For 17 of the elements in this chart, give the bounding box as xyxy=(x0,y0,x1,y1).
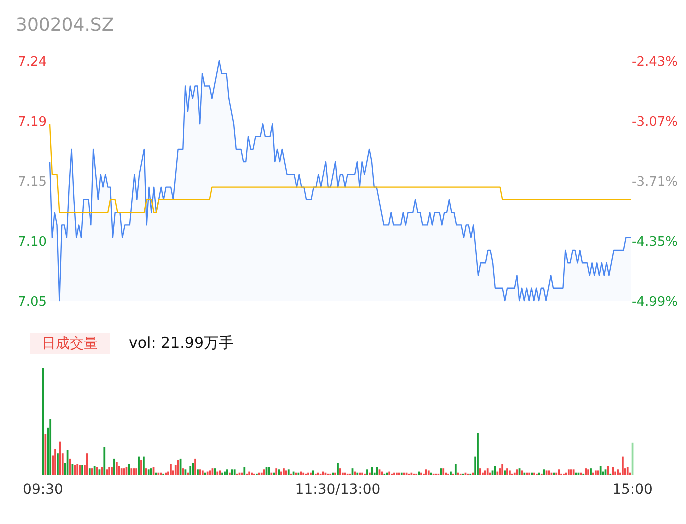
x-tick-label: 11:30/13:00 xyxy=(295,482,381,498)
y-tick-label: 7.15 xyxy=(18,175,47,190)
y2-tick-label: -3.71% xyxy=(632,175,678,190)
y2-tick-label: -2.43% xyxy=(632,55,678,70)
y-tick-label: 7.19 xyxy=(18,115,47,130)
y-tick-label: 7.10 xyxy=(18,235,47,250)
line-series xyxy=(49,124,632,214)
x-tick-label: 15:00 xyxy=(612,482,653,498)
text: vol: 21.99万手 xyxy=(129,334,234,352)
x-tick-label: 09:30 xyxy=(23,482,64,498)
y2-tick-label: -4.99% xyxy=(632,295,678,310)
text: 日成交量 xyxy=(42,336,98,352)
y-tick-label: 7.24 xyxy=(18,55,47,70)
y2-tick-label: -4.35% xyxy=(632,235,678,250)
chart-title: 300204.SZ xyxy=(16,15,114,36)
y-tick-label: 7.05 xyxy=(18,295,47,310)
y2-tick-label: -3.07% xyxy=(632,115,678,130)
